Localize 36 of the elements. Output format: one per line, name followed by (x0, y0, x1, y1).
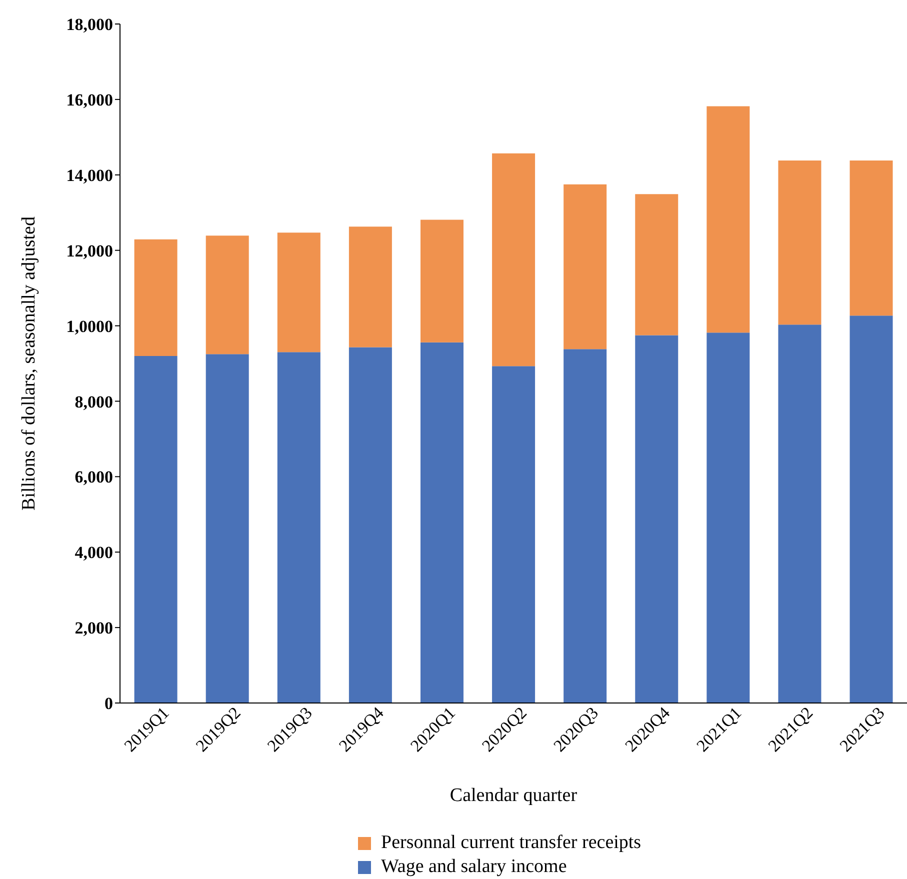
y-tick-label: 4,000 (74, 543, 113, 562)
bar (778, 324, 822, 703)
bar (706, 106, 750, 333)
bar (420, 220, 464, 342)
bar (206, 354, 249, 703)
bar (492, 153, 536, 366)
bar (134, 239, 178, 356)
y-tick-label: 12,000 (66, 241, 113, 260)
y-tick-label: 8,000 (74, 392, 113, 412)
bar (277, 232, 320, 352)
bar (778, 160, 822, 325)
y-tick-label: 0 (104, 694, 113, 714)
legend-label: Wage and salary income (381, 856, 567, 878)
bar (564, 349, 607, 703)
bar (635, 335, 678, 703)
x-axis-title: Calendar quarter (450, 785, 578, 806)
bar (134, 356, 178, 703)
y-tick-label: 2,000 (74, 618, 113, 638)
y-axis-title: Billions of dollars, seasonally adjusted (18, 216, 40, 510)
legend-label: Personnal current transfer receipts (381, 832, 642, 854)
bar (492, 366, 536, 703)
bar (564, 184, 607, 350)
bar (277, 352, 320, 703)
bar (635, 194, 678, 336)
bar (348, 347, 392, 703)
bar (850, 160, 893, 316)
bar (706, 332, 750, 703)
bar (850, 316, 893, 703)
bar (420, 342, 464, 703)
y-tick-label: 16,000 (66, 90, 113, 110)
y-tick-label: 14,000 (66, 166, 113, 185)
y-tick-label: 18,000 (66, 15, 113, 34)
bar (206, 236, 249, 354)
bar (348, 226, 392, 348)
y-tick-label: 1,0000 (66, 316, 113, 336)
y-tick-label: 6,000 (74, 468, 113, 487)
